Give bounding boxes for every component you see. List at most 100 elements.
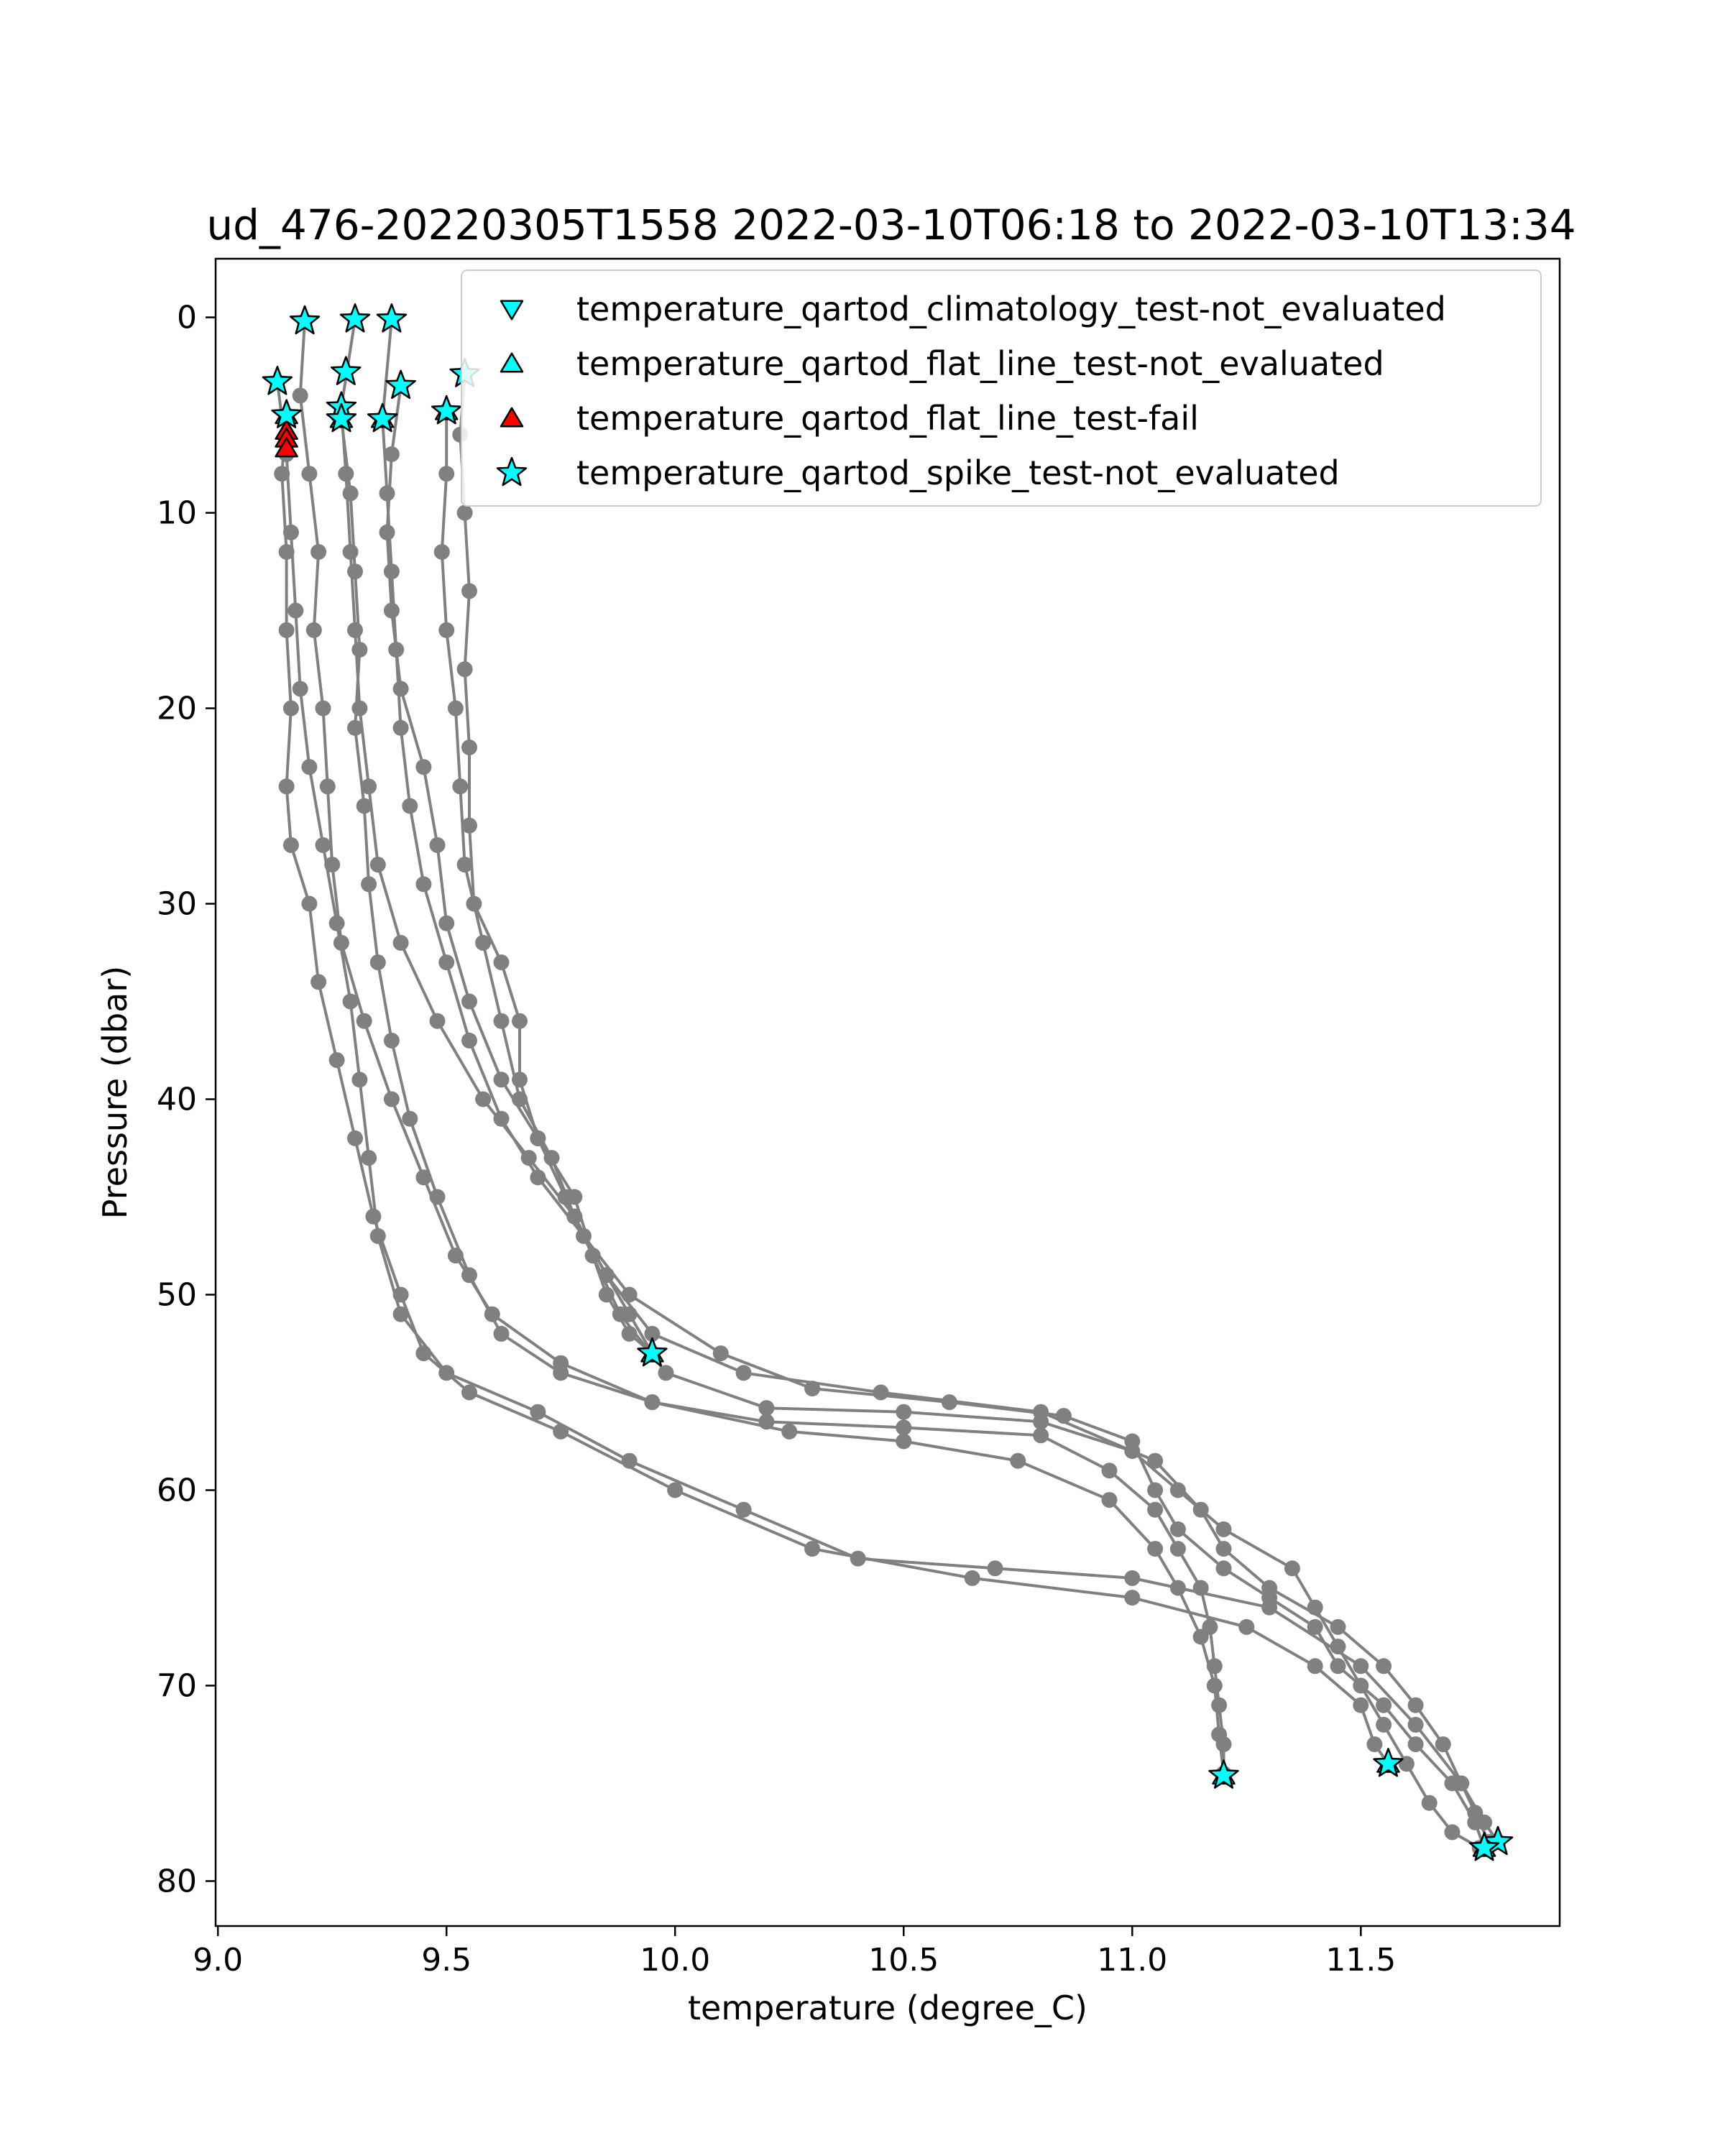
profile-6-point-20 bbox=[1147, 1482, 1164, 1498]
profile-4-point-25 bbox=[1211, 1697, 1228, 1713]
profile-4-point-7 bbox=[361, 876, 377, 893]
x-tick-label-5: 11.0 bbox=[1097, 1942, 1167, 1978]
profile-9-point-3 bbox=[456, 505, 473, 521]
profile-2-point-6 bbox=[301, 759, 318, 775]
profile-1-point-6 bbox=[278, 778, 295, 795]
profile-9-point-9 bbox=[493, 954, 510, 971]
profile-3-point-19 bbox=[1010, 1452, 1026, 1469]
profile-1-point-19 bbox=[964, 1570, 980, 1586]
profile-1-point-9 bbox=[310, 974, 327, 990]
profile-9-point-15 bbox=[598, 1286, 615, 1303]
profile-7-point-26 bbox=[1376, 1716, 1392, 1733]
profile-line-2 bbox=[275, 382, 1499, 1843]
profile-3-point-5 bbox=[305, 622, 322, 638]
profile-1-point-7 bbox=[282, 837, 299, 853]
profile-5-point-5 bbox=[347, 622, 363, 638]
flag-marker-temperature_qartod_spike_test-not_evaluated-16 bbox=[1482, 1825, 1514, 1856]
profile-6-point-26 bbox=[1376, 1697, 1392, 1713]
chart-title: ud_476-20220305T1558 2022-03-10T06:18 to… bbox=[206, 201, 1576, 249]
profile-8-point-18 bbox=[1147, 1452, 1164, 1469]
y-tick-label-7: 60 bbox=[157, 1472, 197, 1508]
profile-2-point-19 bbox=[987, 1560, 1003, 1577]
x-axis-label: temperature (degree_C) bbox=[688, 1989, 1087, 2027]
profile-4-point-16 bbox=[758, 1414, 775, 1430]
flag-marker-temperature_qartod_spike_test-not_evaluated-14 bbox=[1208, 1759, 1239, 1789]
profile-3-point-24 bbox=[1206, 1677, 1223, 1694]
profile-6-point-14 bbox=[621, 1286, 638, 1303]
profile-line-4 bbox=[339, 418, 1225, 1776]
profile-5-point-3 bbox=[338, 466, 354, 482]
profile-8-point-25 bbox=[1435, 1736, 1451, 1753]
profile-5-point-6 bbox=[351, 700, 368, 717]
profile-7-point-3 bbox=[379, 524, 395, 540]
profile-3-point-22 bbox=[1169, 1580, 1186, 1596]
flag-marker-temperature_qartod_spike_test-not_evaluated-9 bbox=[367, 402, 398, 433]
profile-7-point-16 bbox=[758, 1400, 775, 1416]
profile-2-point-17 bbox=[735, 1501, 752, 1518]
profile-8-point-20 bbox=[1215, 1541, 1232, 1557]
profile-4-point-3 bbox=[347, 563, 363, 580]
profile-2-point-23 bbox=[1407, 1716, 1424, 1733]
profile-7-point-5 bbox=[392, 681, 409, 697]
profile-3-point-7 bbox=[319, 778, 336, 795]
profile-8-point-22 bbox=[1330, 1618, 1346, 1635]
profile-1-point-5 bbox=[282, 700, 299, 717]
y-tick-label-3: 20 bbox=[157, 691, 197, 727]
profile-6-point-3 bbox=[379, 485, 395, 502]
profile-9-point-5 bbox=[456, 661, 473, 678]
flag-marker-temperature_qartod_spike_test-not_evaluated-8 bbox=[326, 402, 357, 433]
profile-7-point-7 bbox=[429, 837, 446, 853]
profile-6-point-25 bbox=[1330, 1658, 1346, 1674]
profile-8-point-14 bbox=[644, 1325, 661, 1342]
profile-3-point-20 bbox=[1101, 1492, 1118, 1508]
profile-6-point-10 bbox=[461, 1032, 477, 1049]
x-tick-label-2: 9.5 bbox=[421, 1942, 472, 1978]
profile-6-point-11 bbox=[493, 1110, 510, 1127]
profile-4-point-5 bbox=[347, 719, 363, 736]
profile-7-point-29 bbox=[1444, 1824, 1460, 1841]
profile-9-point-14 bbox=[584, 1248, 601, 1264]
profile-4-point-8 bbox=[369, 954, 386, 971]
profile-2-point-13 bbox=[392, 1306, 409, 1322]
profile-3-point-4 bbox=[310, 544, 327, 560]
profile-2-point-8 bbox=[328, 915, 345, 931]
profile-6-point-9 bbox=[438, 954, 455, 971]
profile-5-point-9 bbox=[392, 934, 409, 951]
profile-6-point-21 bbox=[1169, 1521, 1186, 1537]
profile-4-point-9 bbox=[383, 1032, 400, 1049]
legend-marker-2 bbox=[500, 352, 524, 373]
profile-4-point-23 bbox=[1202, 1618, 1218, 1635]
profile-line-3 bbox=[298, 321, 1225, 1774]
flag-marker-temperature_qartod_spike_test-not_evaluated-10 bbox=[385, 369, 416, 400]
profile-4-point-22 bbox=[1192, 1580, 1209, 1596]
flag-marker-temperature_qartod_spike_test-not_evaluated-3 bbox=[376, 303, 408, 333]
x-tick-label-1: 9.0 bbox=[193, 1942, 243, 1978]
profile-8-point-21 bbox=[1261, 1580, 1278, 1596]
flag-marker-temperature_qartod_spike_test-not_evaluated-13 bbox=[637, 1337, 668, 1367]
profile-7-point-4 bbox=[383, 602, 400, 619]
profile-7-point-6 bbox=[415, 759, 432, 775]
profile-3-point-3 bbox=[301, 466, 318, 482]
flag-marker-temperature_qartod_spike_test-not_evaluated-15 bbox=[1373, 1748, 1404, 1777]
profile-7-point-15 bbox=[658, 1365, 674, 1381]
profile-1-point-24 bbox=[1366, 1736, 1383, 1753]
profile-3-point-21 bbox=[1147, 1541, 1164, 1557]
legend-label-1: temperature_qartod_climatology_test-not_… bbox=[576, 290, 1446, 328]
profile-4-point-4 bbox=[351, 642, 368, 658]
profile-1-point-23 bbox=[1353, 1697, 1369, 1713]
profile-9-point-6 bbox=[461, 740, 477, 755]
profile-4-point-24 bbox=[1206, 1658, 1223, 1674]
flag-marker-temperature_qartod_spike_test-not_evaluated-11 bbox=[431, 395, 462, 425]
profile-6-point-7 bbox=[402, 798, 418, 814]
profile-3-point-17 bbox=[781, 1423, 798, 1439]
profile-9-point-11 bbox=[512, 1072, 528, 1088]
profile-4-point-14 bbox=[553, 1365, 569, 1381]
profile-4-point-20 bbox=[1147, 1501, 1164, 1518]
profile-line-6 bbox=[381, 319, 1486, 1848]
profile-4-point-2 bbox=[342, 485, 359, 502]
legend-label-4: temperature_qartod_spike_test-not_evalua… bbox=[576, 453, 1340, 492]
y-tick-label-5: 40 bbox=[157, 1082, 197, 1118]
profile-8-point-3 bbox=[433, 544, 450, 560]
profile-5-point-11 bbox=[475, 1091, 492, 1107]
profile-1-point-10 bbox=[328, 1052, 345, 1069]
